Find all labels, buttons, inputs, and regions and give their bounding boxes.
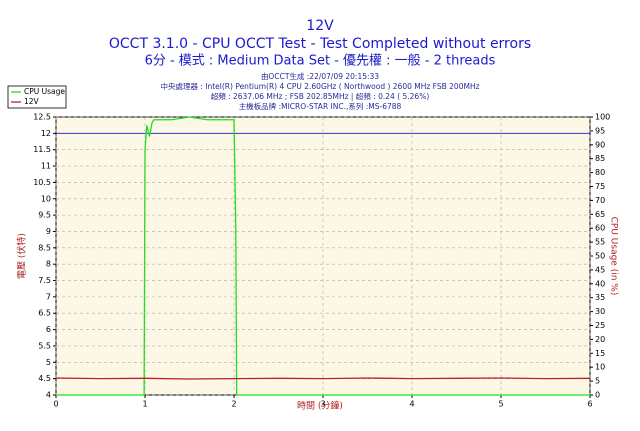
chart-subtitle: 6分 - 模式 : Medium Data Set - 優先權 : 一般 - 2…: [145, 53, 496, 69]
data-line: [55, 377, 591, 380]
y2-axis-label: CPU Usage (in %): [609, 217, 619, 296]
y-tick-label: 7: [46, 292, 51, 301]
y2-tick-label: 85: [595, 154, 605, 163]
y2-tick-label: 40: [595, 279, 605, 288]
info-line: 超頻 : 2637.06 MHz ; FSB 202.85MHz | 超頻 : …: [211, 91, 430, 101]
y-tick-label: 5.5: [38, 341, 51, 350]
info-line: 主機板品牌 :MICRO-STAR INC.,系列 :MS-6788: [239, 101, 402, 111]
x-tick-label: 0: [53, 400, 58, 409]
y-tick-label: 10: [41, 194, 51, 203]
x-tick-label: 2: [231, 400, 236, 409]
y2-tick-label: 30: [595, 307, 605, 316]
y2-tick-label: 25: [595, 321, 605, 330]
y2-tick-label: 75: [595, 182, 605, 191]
y2-tick-label: 20: [595, 335, 605, 344]
y-tick-label: 12: [41, 129, 51, 138]
x-tick-label: 1: [142, 400, 147, 409]
y2-tick-label: 15: [595, 349, 605, 358]
x-tick-label: 5: [498, 400, 503, 409]
y2-tick-label: 0: [595, 391, 600, 400]
info-line: 由OCCT生成 :22/07/09 20:15:33: [261, 71, 379, 81]
y2-tick-label: 95: [595, 126, 605, 135]
y-tick-label: 4: [46, 391, 51, 400]
y2-tick-label: 50: [595, 252, 605, 261]
x-tick-label: 6: [587, 400, 592, 409]
y-tick-label: 12.5: [33, 113, 51, 122]
data-line: [56, 116, 590, 396]
legend-label: CPU Usage: [24, 87, 65, 96]
y2-tick-label: 80: [595, 168, 605, 177]
y-tick-label: 9.5: [38, 211, 51, 220]
y2-tick-label: 60: [595, 224, 605, 233]
y2-tick-label: 100: [595, 113, 610, 122]
x-tick-label: 4: [409, 400, 414, 409]
y2-tick-label: 70: [595, 196, 605, 205]
y2-tick-label: 90: [595, 140, 605, 149]
y-tick-label: 7.5: [38, 276, 51, 285]
y-axis-label: 電壓 (伏特): [16, 233, 28, 279]
y2-tick-label: 55: [595, 238, 605, 247]
y-tick-label: 8.5: [38, 243, 51, 252]
y2-tick-label: 10: [595, 363, 605, 372]
chart-title: 12V: [306, 18, 334, 34]
info-line: 中央處理器 : Intel(R) Pentium(R) 4 CPU 2.60GH…: [160, 81, 479, 91]
x-tick-label: 3: [320, 400, 325, 409]
y-tick-label: 4.5: [38, 374, 51, 383]
y-tick-label: 8: [46, 260, 51, 269]
y2-tick-label: 45: [595, 265, 605, 274]
y-tick-label: 5: [46, 358, 51, 367]
y-tick-label: 9: [46, 227, 51, 236]
y-tick-label: 6.5: [38, 309, 51, 318]
y2-tick-label: 35: [595, 293, 605, 302]
y-tick-label: 6: [46, 325, 51, 334]
y2-tick-label: 5: [595, 377, 600, 386]
legend: [7, 85, 67, 109]
x-axis-label: 時間 (分鐘): [297, 400, 343, 412]
legend-label: 12V: [24, 97, 40, 106]
y-tick-label: 11: [41, 162, 51, 171]
chart-subtitle: OCCT 3.1.0 - CPU OCCT Test - Test Comple…: [109, 36, 531, 52]
y-tick-label: 11.5: [33, 145, 51, 154]
y2-tick-label: 65: [595, 210, 605, 219]
y-tick-label: 10.5: [33, 178, 51, 187]
